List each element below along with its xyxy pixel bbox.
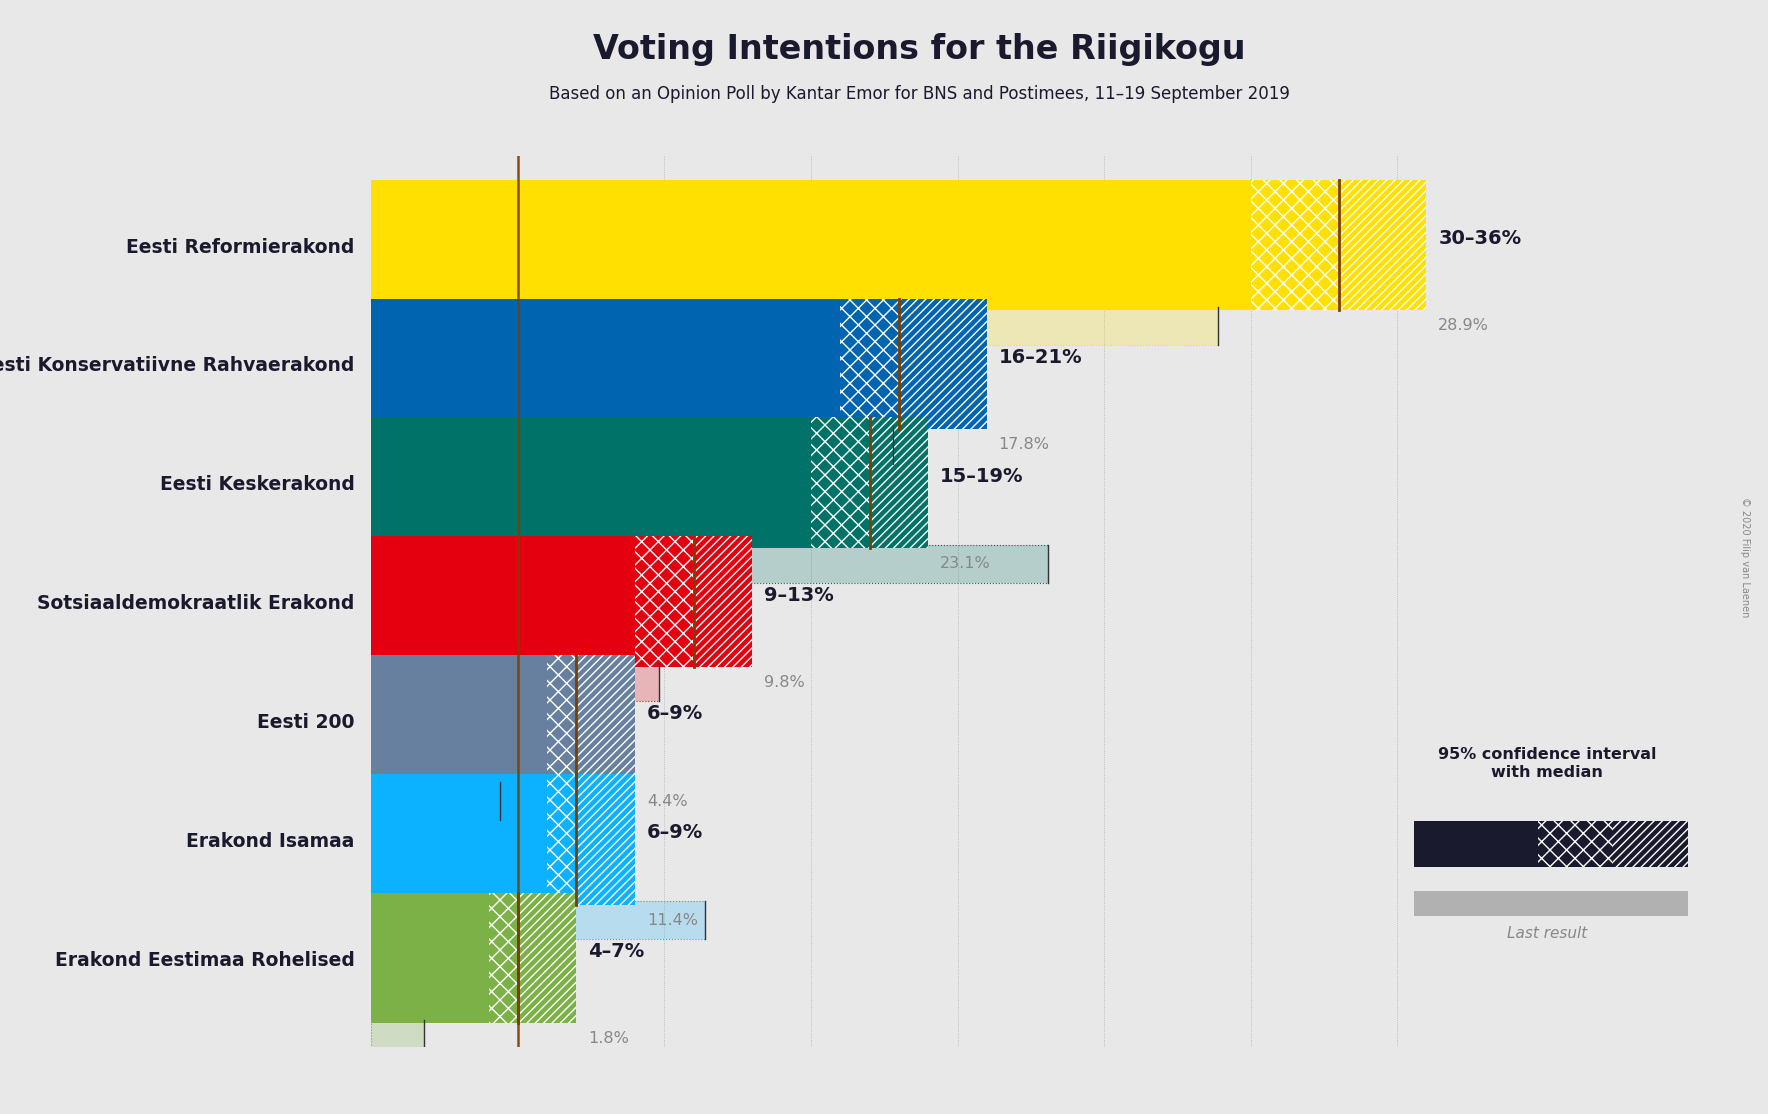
Bar	[371, 655, 546, 785]
Bar	[371, 901, 705, 939]
Bar	[371, 774, 546, 905]
Bar	[371, 536, 635, 667]
Text: 95% confidence interval
with median: 95% confidence interval with median	[1437, 747, 1657, 780]
Bar	[546, 655, 576, 785]
Bar	[635, 536, 693, 667]
Text: 15–19%: 15–19%	[941, 467, 1024, 486]
Bar	[1338, 179, 1427, 311]
Text: 30–36%: 30–36%	[1437, 229, 1520, 248]
Bar	[371, 426, 893, 463]
Text: Voting Intentions for the Riigikogu: Voting Intentions for the Riigikogu	[592, 32, 1246, 66]
Text: © 2020 Filip van Laenen: © 2020 Filip van Laenen	[1740, 497, 1750, 617]
Bar	[488, 892, 518, 1024]
Bar	[1414, 821, 1538, 867]
Text: 17.8%: 17.8%	[999, 437, 1050, 452]
Text: 9.8%: 9.8%	[764, 675, 804, 690]
Text: 4–7%: 4–7%	[589, 942, 644, 961]
Bar	[840, 299, 898, 429]
Bar	[518, 892, 576, 1024]
Bar	[371, 782, 500, 820]
Text: Based on an Opinion Poll by Kantar Emor for BNS and Postimees, 11–19 September 2: Based on an Opinion Poll by Kantar Emor …	[548, 85, 1291, 102]
Bar	[1612, 821, 1688, 867]
Bar	[898, 299, 987, 429]
Text: 6–9%: 6–9%	[647, 704, 704, 723]
Bar	[1250, 179, 1338, 311]
Bar	[371, 663, 658, 702]
Text: 9–13%: 9–13%	[764, 586, 834, 605]
Text: 11.4%: 11.4%	[647, 912, 698, 928]
Text: 6–9%: 6–9%	[647, 823, 704, 842]
Bar	[1414, 891, 1688, 916]
Bar	[371, 426, 893, 463]
Bar	[371, 545, 1048, 583]
Text: 1.8%: 1.8%	[589, 1032, 629, 1046]
Bar	[371, 782, 500, 820]
Bar	[371, 545, 1048, 583]
Bar	[546, 774, 576, 905]
Text: 23.1%: 23.1%	[941, 556, 990, 571]
Text: 4.4%: 4.4%	[647, 793, 688, 809]
Text: 16–21%: 16–21%	[999, 348, 1082, 367]
Bar	[576, 655, 635, 785]
Bar	[371, 299, 840, 429]
Text: 28.9%: 28.9%	[1437, 319, 1489, 333]
Bar	[371, 179, 1250, 311]
Bar	[371, 418, 812, 548]
Bar	[1538, 821, 1612, 867]
Bar	[870, 418, 928, 548]
Text: Last result: Last result	[1506, 926, 1588, 941]
Bar	[812, 418, 870, 548]
Bar	[371, 892, 488, 1024]
Bar	[371, 306, 1218, 345]
Bar	[371, 663, 658, 702]
Bar	[693, 536, 753, 667]
Bar	[371, 306, 1218, 345]
Bar	[371, 1019, 424, 1058]
Bar	[576, 774, 635, 905]
Bar	[371, 901, 705, 939]
Bar	[371, 1019, 424, 1058]
